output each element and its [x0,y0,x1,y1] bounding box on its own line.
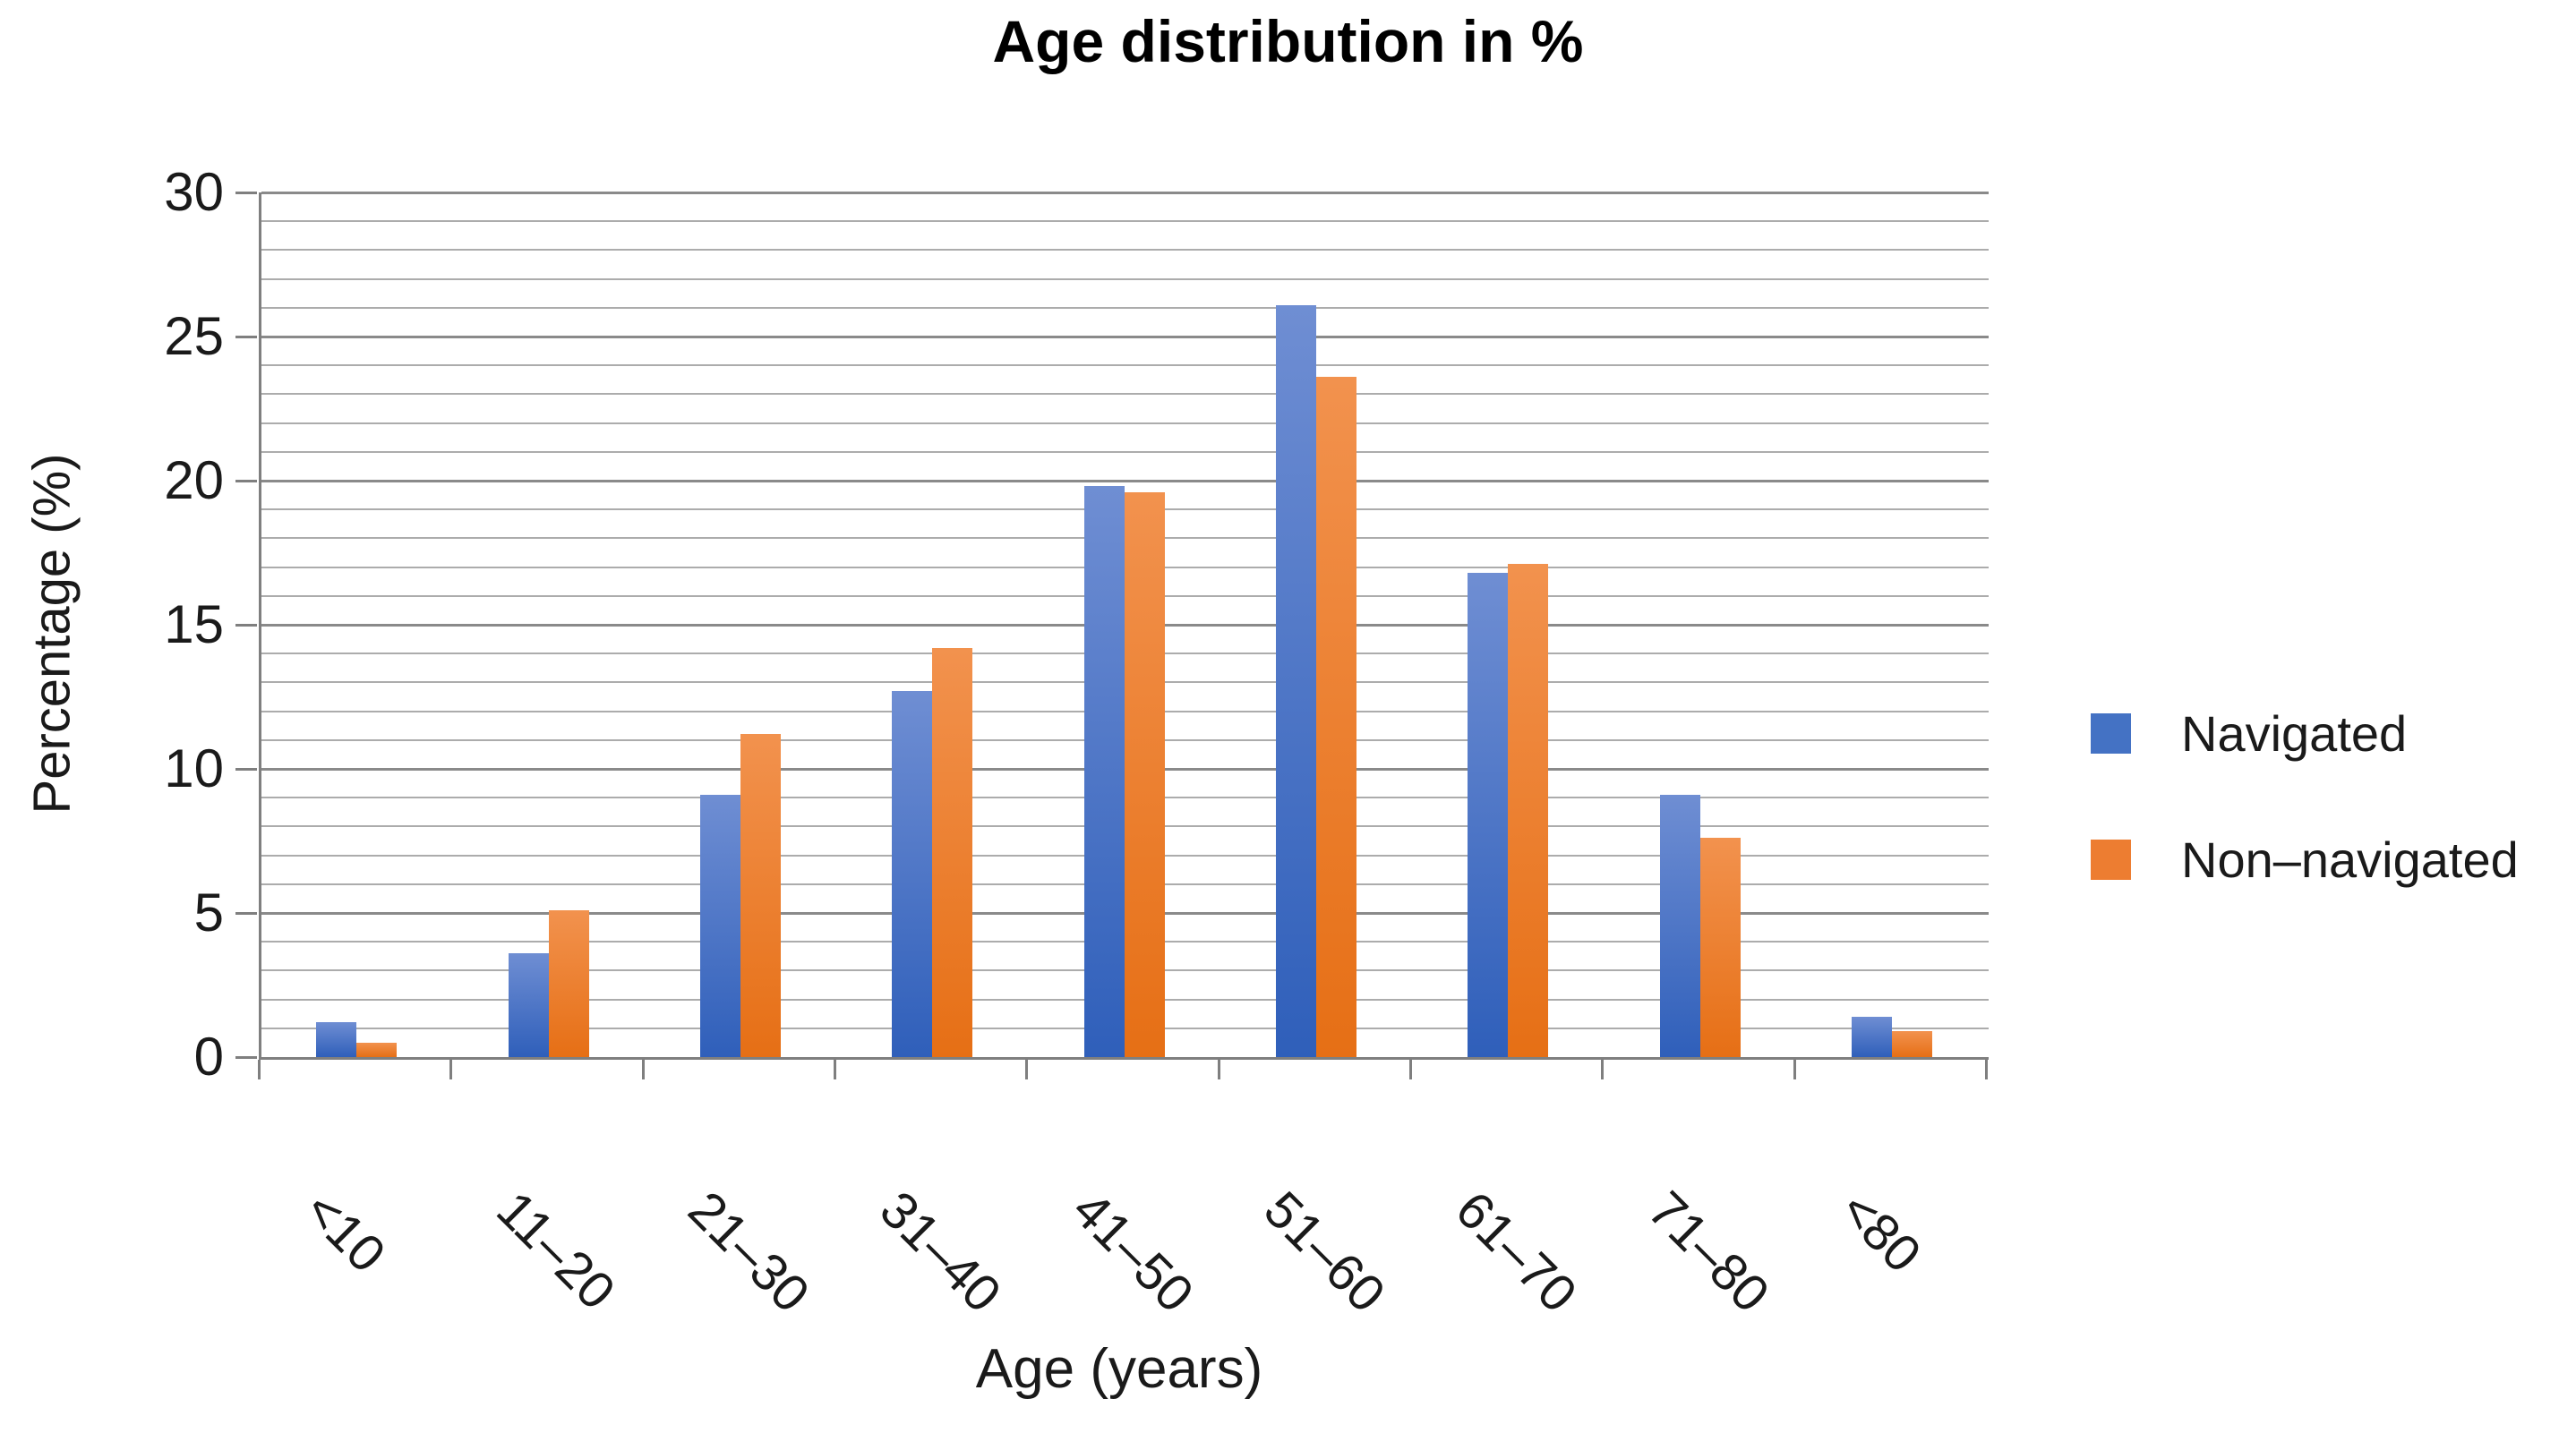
bar-navigated-3 [700,795,740,1057]
y-axis-tick [235,1056,257,1059]
y-axis-tick-label: 15 [164,594,224,654]
y-axis-tick [235,624,257,627]
x-axis-tick [449,1060,452,1079]
x-axis-category-label: 51–60 [1253,1180,1397,1324]
chart-title: Age distribution in % [992,8,1584,74]
bar-navigated-5 [1084,486,1125,1057]
minor-gridline [261,249,1989,252]
bar-non-navigated-8 [1700,838,1741,1057]
bar-non-navigated-9 [1892,1031,1932,1057]
x-axis-tick [1218,1060,1220,1079]
major-gridline [261,335,1989,338]
y-axis-tick-label: 0 [193,1027,224,1087]
bar-navigated-6 [1276,305,1316,1057]
x-axis-tick [1601,1060,1604,1079]
y-axis-tick-label: 30 [164,162,224,222]
y-axis-tick-label: 20 [164,450,224,510]
bar-navigated-2 [509,953,549,1057]
y-axis-tick [235,480,257,482]
bar-non-navigated-6 [1316,377,1356,1057]
bar-non-navigated-3 [740,734,781,1057]
minor-gridline [261,220,1989,223]
bar-non-navigated-2 [549,910,589,1057]
major-gridline [261,479,1989,482]
minor-gridline [261,277,1989,280]
x-axis-tick [1985,1060,1988,1079]
x-axis-category-label: 21–30 [677,1180,821,1324]
x-axis-tick [642,1060,645,1079]
x-axis-tick [1793,1060,1796,1079]
bar-navigated-8 [1660,795,1700,1057]
x-axis-tick [1409,1060,1412,1079]
x-axis-category-label: 11–20 [485,1180,627,1321]
bar-navigated-1 [316,1022,356,1057]
x-axis-category-label: 41–50 [1061,1180,1205,1324]
x-axis-tick [258,1060,261,1079]
minor-gridline [261,422,1989,424]
minor-gridline [261,306,1989,309]
x-axis-category-label: 71–80 [1637,1180,1781,1324]
bar-non-navigated-5 [1125,492,1165,1057]
y-axis-tick-label: 5 [193,883,224,943]
bar-non-navigated-1 [356,1043,397,1057]
y-axis-tick [235,192,257,194]
minor-gridline [261,364,1989,367]
legend-swatch-navigated [2091,713,2131,754]
bar-navigated-4 [892,691,932,1057]
minor-gridline [261,393,1989,396]
legend-label: Navigated [2181,705,2408,762]
bar-non-navigated-4 [932,648,972,1057]
y-axis-tick [235,336,257,338]
x-axis-category-label: <10 [293,1180,397,1284]
legend-swatch-non-navigated [2091,840,2131,880]
y-axis-tick [235,912,257,915]
x-axis-category-label: 31–40 [869,1180,1013,1324]
x-axis-tick [834,1060,836,1079]
bar-non-navigated-7 [1508,564,1548,1057]
x-axis-tick [1025,1060,1028,1079]
y-axis-tick [235,768,257,771]
bar-navigated-9 [1852,1017,1892,1057]
plot-area [259,191,1989,1060]
legend-label: Non–navigated [2181,832,2519,888]
x-axis-category-label: <80 [1828,1180,1932,1284]
y-axis-tick-label: 10 [164,738,224,798]
y-axis-tick-label: 25 [164,306,224,366]
bar-navigated-7 [1468,573,1508,1057]
major-gridline [261,191,1989,194]
minor-gridline [261,450,1989,453]
x-axis-title: Age (years) [975,1338,1263,1400]
x-axis-category-label: 61–70 [1444,1180,1588,1324]
